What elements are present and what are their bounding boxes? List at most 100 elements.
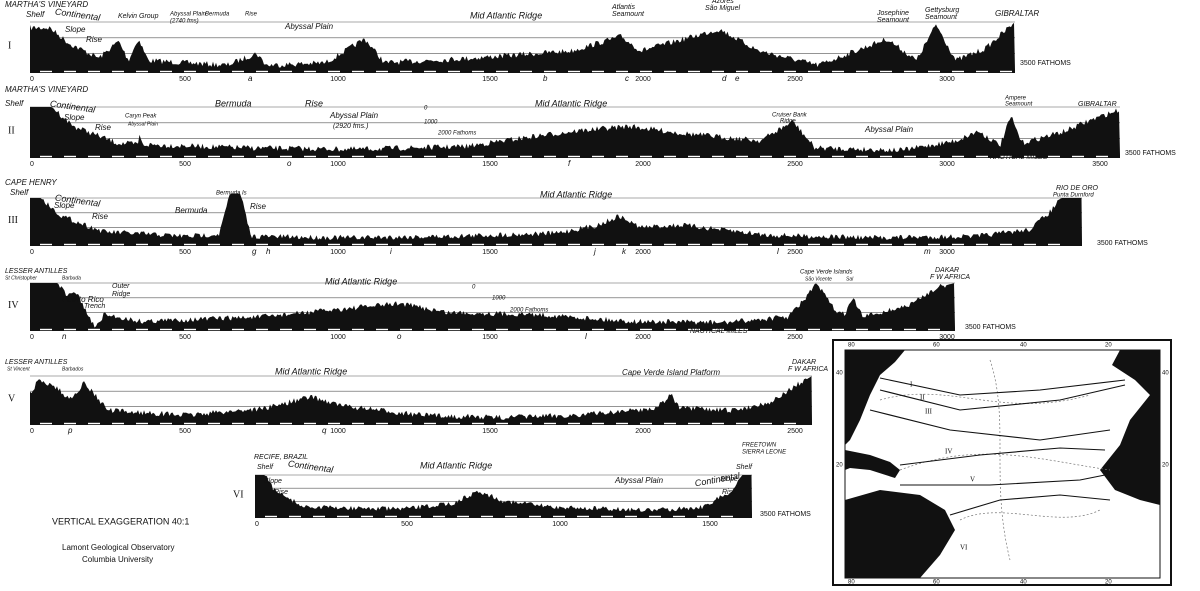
scale-dash [952, 155, 964, 158]
profile-label: GIBRALTAR [1078, 101, 1117, 108]
profile-letter: p [67, 426, 73, 435]
scale-dash [928, 243, 940, 246]
scale-dash [448, 243, 460, 246]
profile-label: Rise [274, 489, 288, 496]
scale-dash [568, 70, 580, 73]
scale-dash [904, 243, 916, 246]
profile-label: Abyssal Plain [169, 12, 207, 18]
route [949, 494, 1111, 516]
scale-dash [472, 155, 484, 158]
scale-bar [255, 515, 752, 518]
profile-label: Abyssal Plain [284, 22, 334, 31]
scale-dash [904, 155, 916, 158]
scale-dash [64, 243, 76, 246]
scale-dash [736, 155, 748, 158]
profile-letter: h [266, 247, 271, 256]
map-grid-label: 20 [836, 463, 843, 469]
scale-dash [448, 155, 460, 158]
scale-dash [256, 422, 268, 425]
scale-dash [184, 243, 196, 246]
scale-label: 500 [179, 161, 191, 168]
profile-letter: g [252, 247, 257, 256]
scale-dash [664, 422, 676, 425]
scale-dash [433, 515, 445, 518]
scale-label: 0 [30, 76, 34, 83]
profile: III 0 500 1000 1500 2000 2500 3000 g h i j k l m CAPE H… [5, 178, 1148, 256]
scale-dash [544, 155, 556, 158]
scale-dash [280, 70, 292, 73]
profile-silhouette [30, 22, 1015, 70]
profile-label: Mid Atlantic Ridge [275, 366, 347, 376]
scale-dash [928, 328, 940, 331]
scale-dash [184, 422, 196, 425]
institution: Lamont Geological Observatory [62, 543, 175, 552]
scale-dash [376, 243, 388, 246]
depth-label: 3500 FATHOMS [1125, 150, 1176, 157]
scale-dash [688, 155, 700, 158]
map-grid-label: 40 [836, 371, 843, 377]
profile-silhouette [30, 193, 1082, 243]
scale-dash [40, 155, 52, 158]
profile-label: Josephine [876, 10, 909, 17]
scale-dash [592, 243, 604, 246]
map-route-label: I [910, 381, 913, 389]
scale-dash [520, 243, 532, 246]
scale-dash [280, 422, 292, 425]
profile-label: RIO DE ORO [1056, 185, 1099, 192]
scale-dash [352, 70, 364, 73]
scale-dash [577, 515, 589, 518]
scale-dash [496, 70, 508, 73]
scale-dash [160, 243, 172, 246]
profile-label: Slope [264, 478, 282, 485]
scale-label: 3500 [1092, 161, 1108, 168]
map-grid-label: 80 [848, 343, 855, 349]
scale-dash [496, 243, 508, 246]
scale-dash [568, 243, 580, 246]
university: Columbia University [82, 555, 153, 564]
profile-label: Rise [722, 489, 736, 496]
scale-dash [112, 243, 124, 246]
scale-dash [40, 243, 52, 246]
profile-label: São Vicente [805, 276, 832, 282]
scale-label: 2500 [787, 334, 803, 341]
scale-label: 1000 [552, 521, 568, 528]
scale-dash [712, 422, 724, 425]
scale-dash [880, 243, 892, 246]
scale-dash [256, 328, 268, 331]
scale-label: 1500 [482, 334, 498, 341]
scale-dash [289, 515, 301, 518]
scale-dash [88, 155, 100, 158]
profile-label: Slope [65, 25, 86, 34]
scale-dash [529, 515, 541, 518]
profile-label: MARTHA'S VINEYARD [5, 0, 88, 9]
profile-label: LESSER ANTILLES [5, 268, 68, 275]
scale-dash [400, 328, 412, 331]
scale-dash [544, 243, 556, 246]
scale-dash [712, 70, 724, 73]
profile: VI 0 500 1000 1500 RECIFE, BRAZIL Shelf Contine… [233, 443, 811, 528]
scale-label: 1500 [482, 76, 498, 83]
profile-numeral: I [8, 40, 11, 51]
profile-silhouette [30, 376, 812, 422]
scale-dash [568, 155, 580, 158]
profile-letter: n [62, 332, 67, 341]
scale-dash [304, 243, 316, 246]
profile-label: Shelf [5, 99, 24, 108]
profile-label: MARTHA'S VINEYARD [5, 85, 88, 94]
map-route-label: VI [960, 544, 968, 552]
scale-dash [457, 515, 469, 518]
scale-label: 3000 [939, 334, 955, 341]
scale-dash [952, 243, 964, 246]
scale-dash [400, 155, 412, 158]
profile-label: Trench [84, 303, 105, 310]
scale-label: 3000 [939, 161, 955, 168]
scale-dash [40, 422, 52, 425]
scale-dash [592, 155, 604, 158]
scale-dash [649, 515, 661, 518]
scale-label: 2000 [635, 76, 651, 83]
scale-dash [688, 70, 700, 73]
scale-dash [232, 243, 244, 246]
scale-dash [640, 422, 652, 425]
scale-label: 0 [30, 161, 34, 168]
